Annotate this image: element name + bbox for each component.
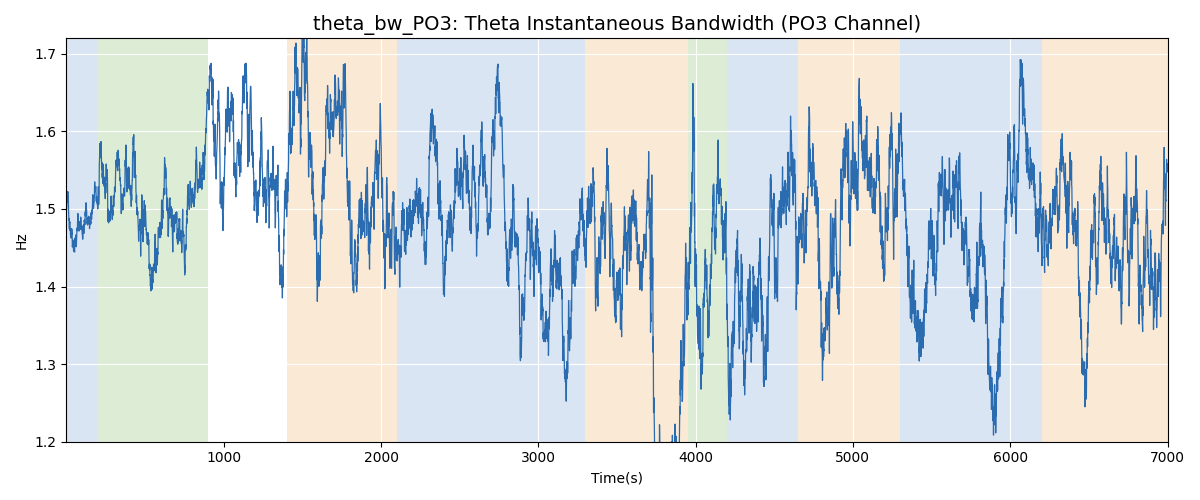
Title: theta_bw_PO3: Theta Instantaneous Bandwidth (PO3 Channel): theta_bw_PO3: Theta Instantaneous Bandwi… — [313, 15, 922, 35]
Bar — [287, 38, 397, 442]
Bar — [586, 38, 688, 442]
Bar — [688, 38, 727, 442]
X-axis label: Time(s): Time(s) — [590, 471, 643, 485]
Bar — [900, 38, 1042, 442]
Bar — [798, 38, 900, 442]
Y-axis label: Hz: Hz — [16, 231, 29, 249]
Bar — [98, 38, 208, 442]
Bar — [397, 38, 586, 442]
Bar — [66, 38, 98, 442]
Bar — [1042, 38, 1168, 442]
Bar — [727, 38, 798, 442]
